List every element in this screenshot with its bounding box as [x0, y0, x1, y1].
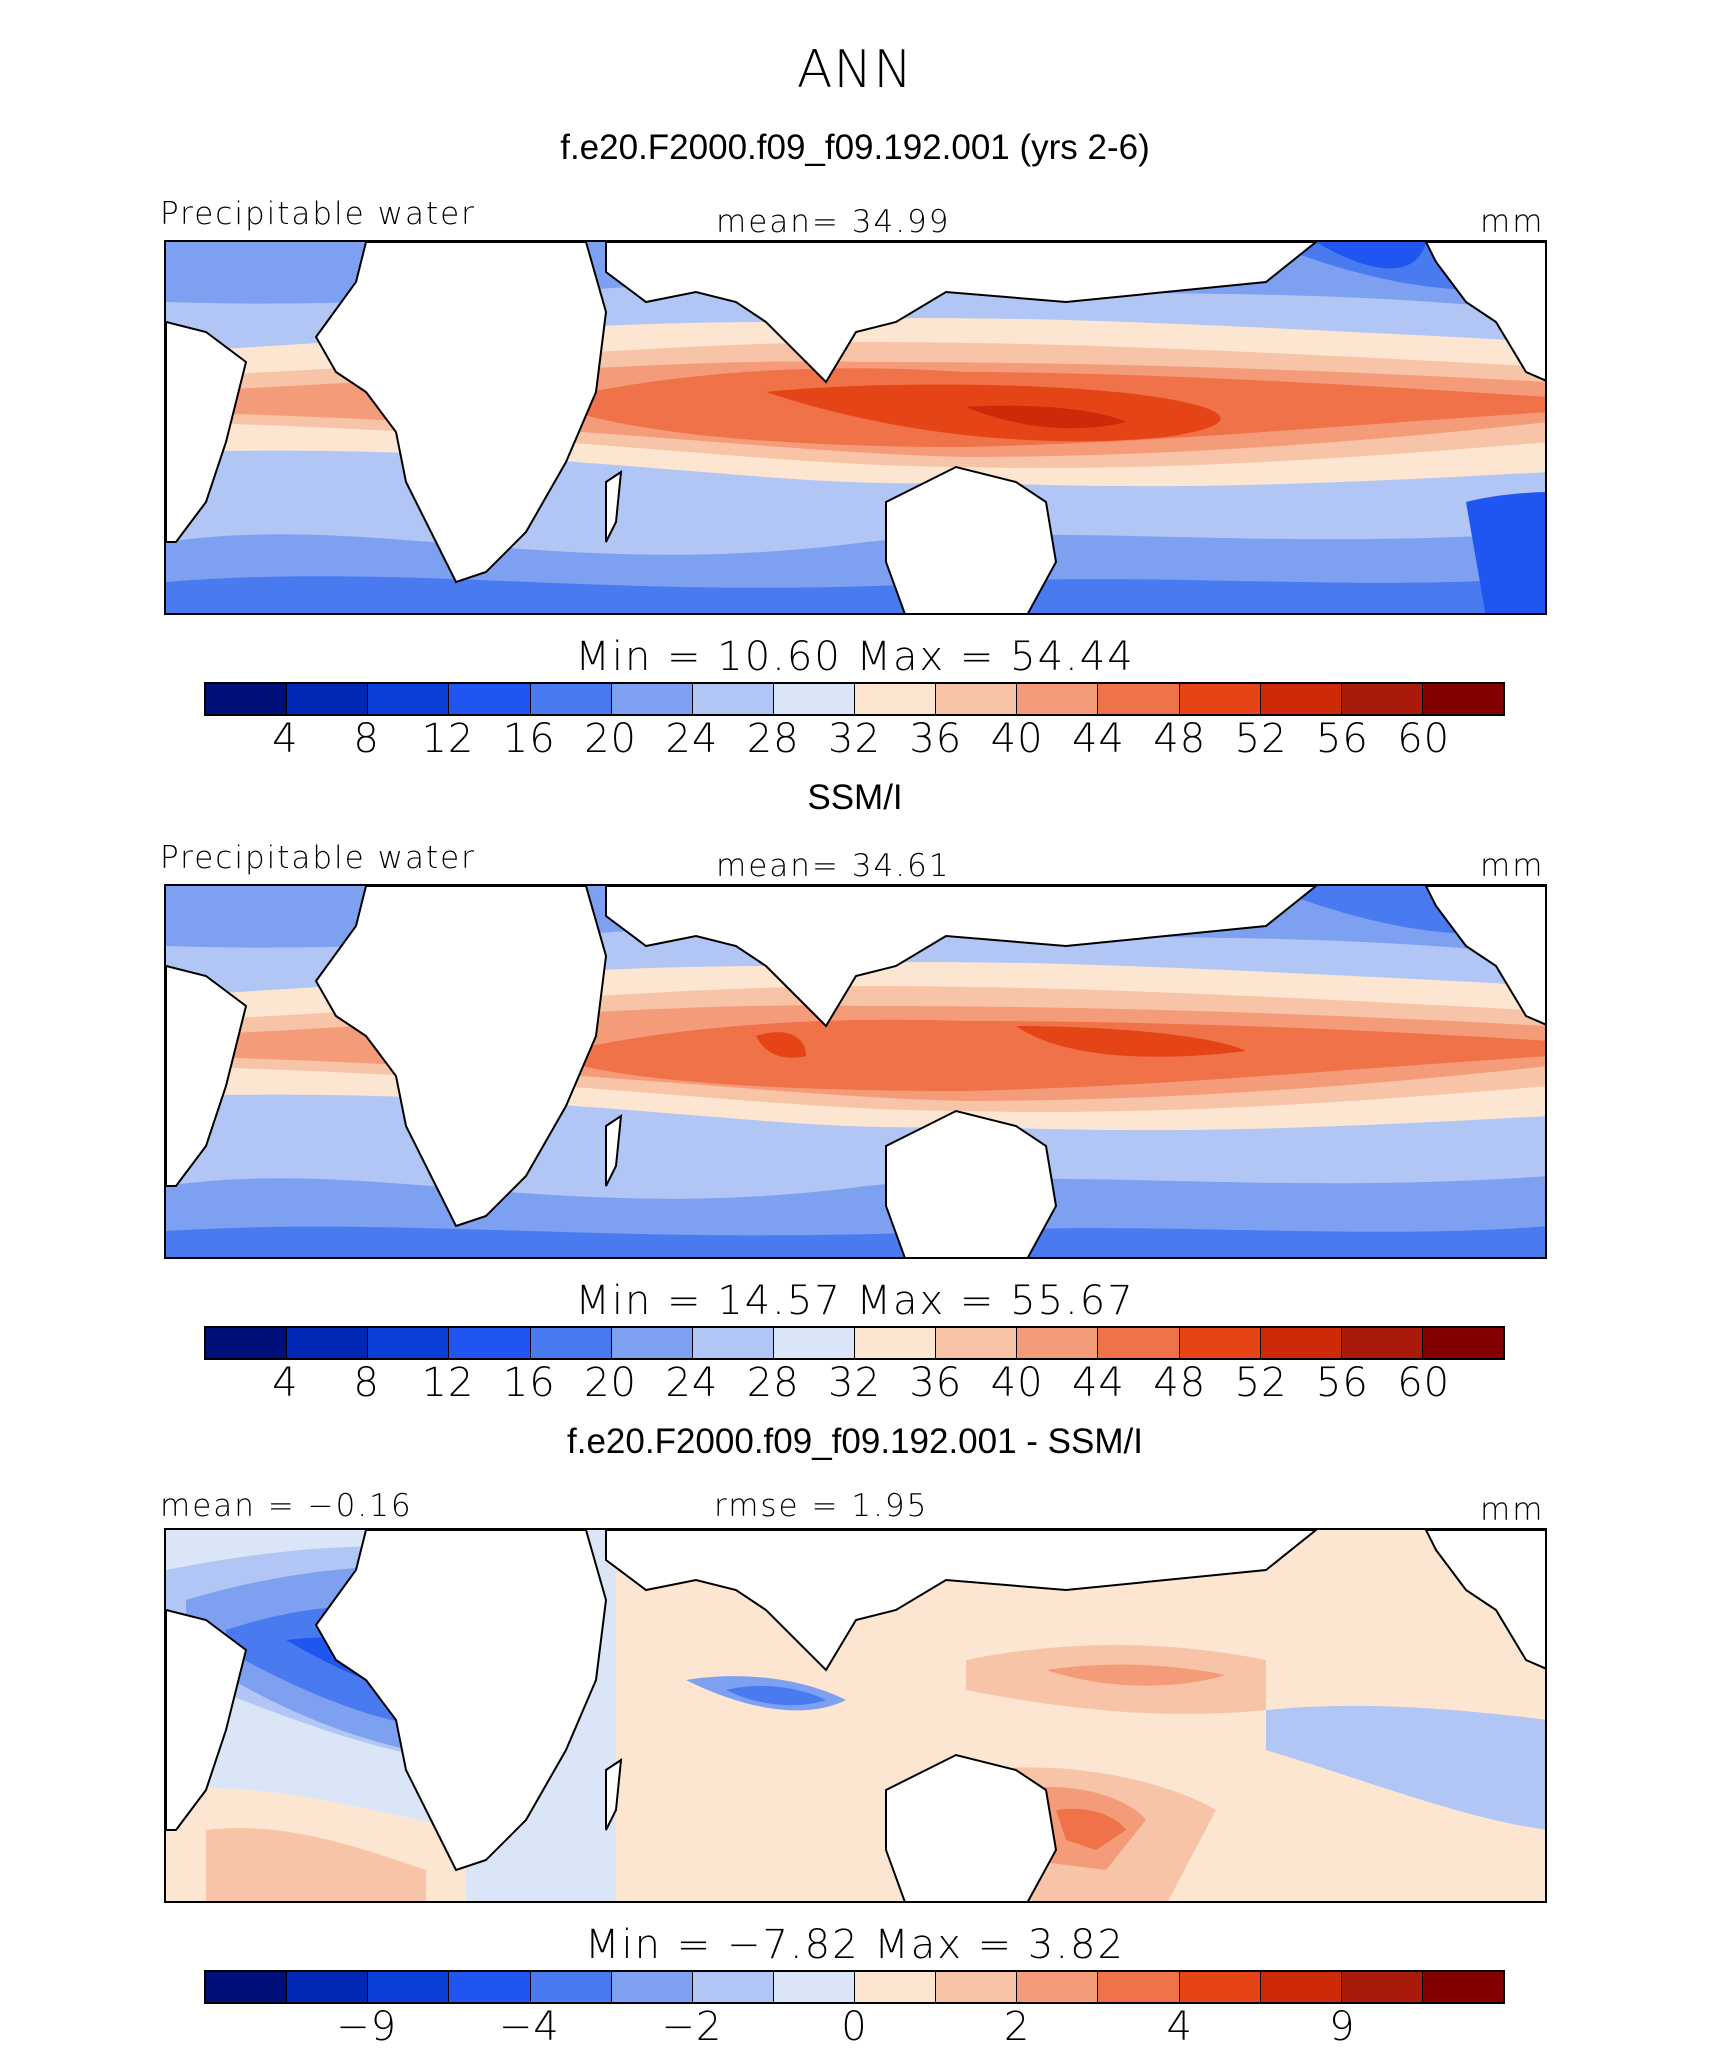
tick-label: 40 [990, 1360, 1044, 1406]
panel-1-map [164, 240, 1547, 615]
tick-label: 40 [990, 716, 1044, 762]
panel-1-mean-label: mean= 34.99 [716, 204, 951, 240]
tick-label: 36 [909, 716, 963, 762]
tick-label: 44 [1071, 716, 1125, 762]
tick-label: −2 [661, 2004, 723, 2050]
tick-label: 28 [746, 1360, 800, 1406]
tick-label: 20 [584, 716, 638, 762]
tick-label: −4 [498, 2004, 560, 2050]
tick-label: 44 [1071, 1360, 1125, 1406]
tick-label: 12 [421, 716, 475, 762]
panel-2-colorbar [204, 1326, 1505, 1360]
tick-label: 56 [1315, 1360, 1369, 1406]
tick-label: −9 [336, 2004, 398, 2050]
tick-label: 32 [828, 1360, 881, 1406]
tick-label: 9 [1329, 2004, 1356, 2050]
tick-label: 48 [1153, 1360, 1207, 1406]
panel-3-colorbar [204, 1970, 1505, 2004]
tick-label: 2 [1003, 2004, 1031, 2050]
panel-3-title: f.e20.F2000.f09_f09.192.001 - SSM/I [567, 1422, 1143, 1461]
tick-label: 16 [502, 1360, 556, 1406]
panel-1-minmax: Min = 10.60 Max = 54.44 [575, 634, 1135, 680]
panel-3-mean-label: mean = −0.16 [160, 1488, 413, 1524]
panel-1-colorbar [204, 682, 1505, 716]
panel-3-minmax: Min = −7.82 Max = 3.82 [585, 1922, 1125, 1968]
tick-label: 0 [841, 2004, 868, 2050]
panel-2-title: SSM/I [807, 778, 903, 817]
panel-3-units-label: mm [1480, 1492, 1545, 1528]
panel-1-variable-label: Precipitable water [160, 196, 476, 232]
panel-2-mean-label: mean= 34.61 [716, 848, 951, 884]
tick-label: 8 [353, 1360, 380, 1406]
tick-label: 20 [584, 1360, 638, 1406]
tick-label: 12 [421, 1360, 475, 1406]
panel-2-units-label: mm [1480, 848, 1545, 884]
tick-label: 60 [1397, 1360, 1451, 1406]
tick-label: 4 [272, 716, 299, 762]
panel-1-title: f.e20.F2000.f09_f09.192.001 (yrs 2-6) [560, 128, 1150, 167]
tick-label: 52 [1234, 716, 1288, 762]
tick-label: 28 [746, 716, 800, 762]
panel-3-map [164, 1528, 1547, 1903]
tick-label: 4 [1166, 2004, 1193, 2050]
tick-label: 24 [665, 716, 719, 762]
panel-2-variable-label: Precipitable water [160, 840, 476, 876]
panel-3-rmse-label: rmse = 1.95 [714, 1488, 929, 1524]
panel-1-colorbar-ticks: 4 8 12 16 20 24 28 32 36 40 44 48 52 56 … [204, 716, 1505, 762]
panel-2-map [164, 884, 1547, 1259]
tick-label: 16 [502, 716, 556, 762]
tick-label: 8 [353, 716, 380, 762]
tick-label: 4 [272, 1360, 299, 1406]
tick-label: 60 [1397, 716, 1451, 762]
tick-label: 36 [909, 1360, 963, 1406]
tick-label: 52 [1234, 1360, 1288, 1406]
tick-label: 32 [828, 716, 881, 762]
tick-label: 48 [1153, 716, 1207, 762]
panel-3-colorbar-ticks: −9 −4 −2 0 2 4 9 [204, 2004, 1505, 2050]
figure-title: ANN [796, 40, 914, 100]
panel-2-minmax: Min = 14.57 Max = 55.67 [575, 1278, 1135, 1324]
tick-label: 56 [1315, 716, 1369, 762]
panel-2-colorbar-ticks: 4 8 12 16 20 24 28 32 36 40 44 48 52 56 … [204, 1360, 1505, 1406]
panel-1-units-label: mm [1480, 204, 1545, 240]
tick-label: 24 [665, 1360, 719, 1406]
